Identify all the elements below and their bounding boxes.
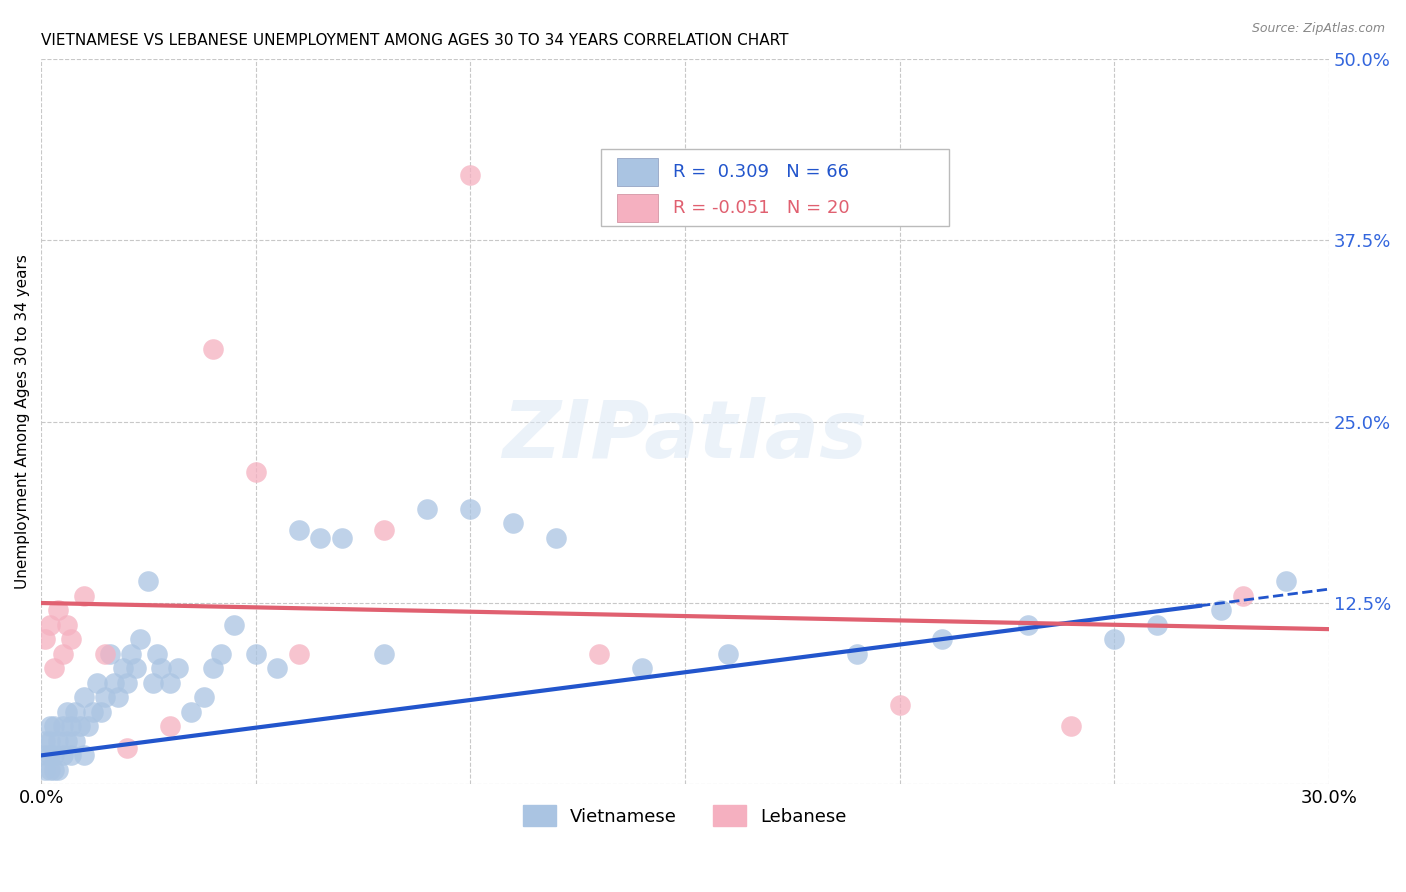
- Point: [52, 719, 75, 733]
- Point: [52, 748, 75, 763]
- Point: [167, 661, 190, 675]
- Point: [1102, 632, 1125, 647]
- Point: [34, 763, 56, 777]
- Point: [94, 690, 117, 705]
- Point: [460, 168, 482, 182]
- Point: [287, 524, 309, 538]
- Point: [460, 501, 482, 516]
- Point: [111, 661, 134, 675]
- Point: [34, 632, 56, 647]
- Point: [90, 705, 112, 719]
- Bar: [617, 158, 658, 186]
- Point: [46, 734, 69, 748]
- FancyBboxPatch shape: [602, 150, 949, 226]
- Point: [115, 676, 138, 690]
- Point: [46, 763, 69, 777]
- Point: [142, 676, 165, 690]
- Point: [159, 676, 181, 690]
- Text: R =  0.309   N = 66: R = 0.309 N = 66: [673, 163, 849, 181]
- Point: [73, 690, 96, 705]
- Point: [309, 531, 332, 545]
- Point: [38, 617, 60, 632]
- Bar: [617, 194, 658, 222]
- Point: [65, 705, 87, 719]
- Point: [287, 647, 309, 661]
- Point: [416, 501, 439, 516]
- Point: [180, 705, 202, 719]
- Point: [60, 632, 83, 647]
- Point: [245, 647, 267, 661]
- Point: [42, 661, 65, 675]
- Point: [60, 748, 83, 763]
- Point: [94, 647, 117, 661]
- Point: [103, 676, 125, 690]
- Point: [86, 676, 108, 690]
- Point: [60, 719, 83, 733]
- Point: [631, 661, 654, 675]
- Point: [889, 698, 911, 712]
- Text: VIETNAMESE VS LEBANESE UNEMPLOYMENT AMONG AGES 30 TO 34 YEARS CORRELATION CHART: VIETNAMESE VS LEBANESE UNEMPLOYMENT AMON…: [41, 33, 789, 48]
- Point: [120, 647, 142, 661]
- Point: [38, 734, 60, 748]
- Y-axis label: Unemployment Among Ages 30 to 34 years: Unemployment Among Ages 30 to 34 years: [15, 254, 30, 589]
- Point: [34, 748, 56, 763]
- Point: [209, 647, 232, 661]
- Point: [42, 748, 65, 763]
- Point: [124, 661, 146, 675]
- Point: [73, 589, 96, 603]
- Point: [193, 690, 215, 705]
- Point: [98, 647, 121, 661]
- Point: [52, 647, 75, 661]
- Point: [1275, 574, 1298, 589]
- Point: [38, 719, 60, 733]
- Point: [931, 632, 953, 647]
- Point: [588, 647, 610, 661]
- Point: [34, 734, 56, 748]
- Point: [717, 647, 740, 661]
- Point: [42, 763, 65, 777]
- Point: [65, 734, 87, 748]
- Point: [546, 531, 568, 545]
- Point: [146, 647, 169, 661]
- Text: ZIPatlas: ZIPatlas: [502, 397, 868, 475]
- Point: [38, 748, 60, 763]
- Point: [38, 763, 60, 777]
- Point: [1232, 589, 1254, 603]
- Point: [373, 647, 395, 661]
- Point: [1146, 617, 1168, 632]
- Text: R = -0.051   N = 20: R = -0.051 N = 20: [673, 199, 851, 218]
- Point: [138, 574, 160, 589]
- Point: [845, 647, 868, 661]
- Point: [56, 617, 79, 632]
- Point: [82, 705, 104, 719]
- Point: [201, 342, 224, 356]
- Point: [159, 719, 181, 733]
- Point: [150, 661, 173, 675]
- Point: [42, 719, 65, 733]
- Point: [128, 632, 150, 647]
- Point: [1060, 719, 1083, 733]
- Point: [224, 617, 246, 632]
- Point: [330, 531, 353, 545]
- Point: [69, 719, 91, 733]
- Point: [56, 734, 79, 748]
- Point: [1017, 617, 1039, 632]
- Point: [107, 690, 129, 705]
- Point: [266, 661, 288, 675]
- Point: [1211, 603, 1233, 617]
- Point: [502, 516, 524, 531]
- Text: Source: ZipAtlas.com: Source: ZipAtlas.com: [1251, 22, 1385, 36]
- Point: [46, 603, 69, 617]
- Point: [77, 719, 100, 733]
- Point: [56, 705, 79, 719]
- Point: [373, 524, 395, 538]
- Point: [73, 748, 96, 763]
- Point: [201, 661, 224, 675]
- Point: [115, 741, 138, 756]
- Legend: Vietnamese, Lebanese: Vietnamese, Lebanese: [523, 805, 846, 826]
- Point: [245, 466, 267, 480]
